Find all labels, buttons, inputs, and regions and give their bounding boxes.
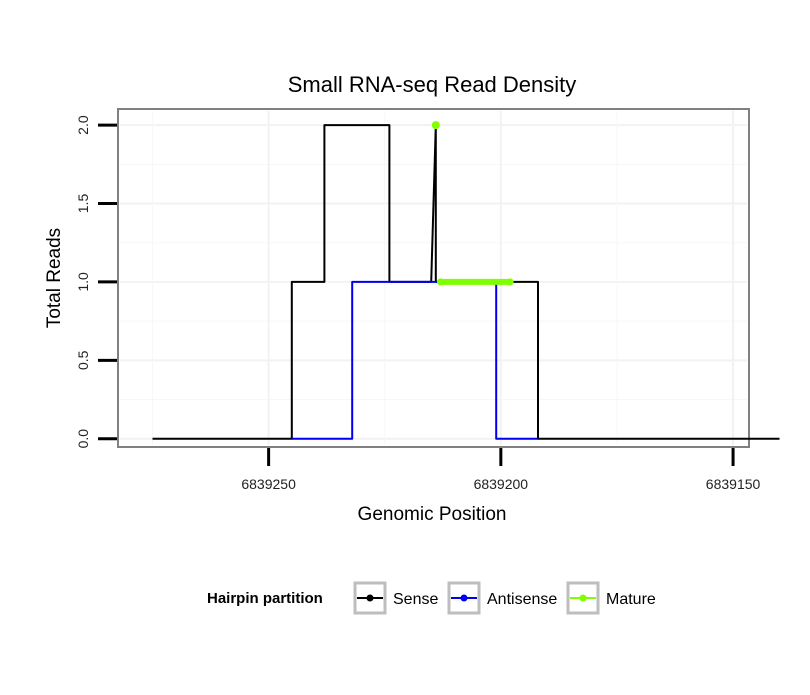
y-axis: 0.0 0.5 1.0 1.5 2.0	[75, 115, 117, 448]
x-axis: 6839250 6839200 6839150	[241, 448, 761, 492]
y-tick-label: 0.5	[75, 350, 91, 370]
y-tick-label: 0.0	[75, 429, 91, 449]
y-axis-title: Total Reads	[44, 228, 65, 328]
x-tick-label: 6839200	[474, 476, 529, 492]
legend-label-antisense: Antisense	[487, 591, 557, 608]
y-tick-label: 1.0	[75, 272, 91, 292]
y-tick-label: 2.0	[75, 115, 91, 135]
chart-title: Small RNA-seq Read Density	[288, 72, 577, 97]
legend-key-sense	[353, 581, 387, 615]
x-tick-label: 6839150	[706, 476, 761, 492]
series-line-antisense	[291, 280, 538, 440]
legend-label-sense: Sense	[393, 591, 438, 608]
series-layer	[152, 121, 780, 440]
legend-label-mature: Mature	[606, 591, 656, 608]
series-point-mature	[506, 278, 514, 286]
plot-panel	[117, 108, 750, 448]
legend: Hairpin partition Sense Antisense Mature	[207, 581, 656, 615]
y-tick-label: 1.5	[75, 194, 91, 214]
legend-title: Hairpin partition	[207, 590, 323, 607]
legend-key-antisense	[447, 581, 481, 615]
series-point-mature	[436, 278, 444, 286]
x-tick-label: 6839250	[241, 476, 296, 492]
legend-key-mature	[566, 581, 600, 615]
series-point-mature	[431, 121, 440, 130]
x-axis-title: Genomic Position	[358, 504, 507, 525]
